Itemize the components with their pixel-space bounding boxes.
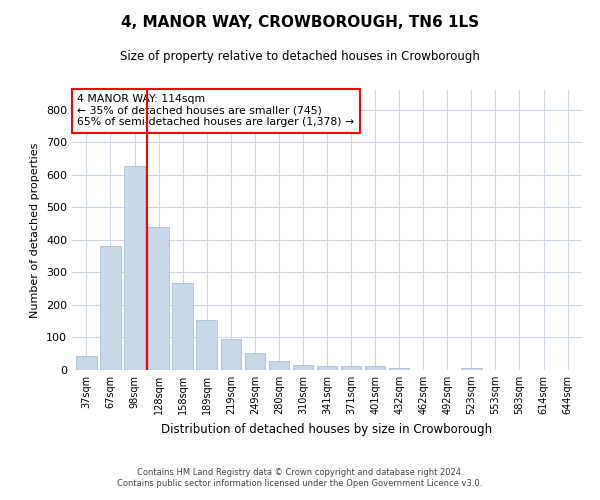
- Bar: [365, 366, 385, 370]
- Bar: [389, 368, 409, 370]
- Bar: [341, 366, 361, 370]
- Bar: [245, 353, 265, 370]
- Text: 4 MANOR WAY: 114sqm
← 35% of detached houses are smaller (745)
65% of semi-detac: 4 MANOR WAY: 114sqm ← 35% of detached ho…: [77, 94, 354, 128]
- X-axis label: Distribution of detached houses by size in Crowborough: Distribution of detached houses by size …: [161, 422, 493, 436]
- Bar: [221, 339, 241, 370]
- Bar: [293, 365, 313, 370]
- Bar: [124, 166, 145, 370]
- Text: Size of property relative to detached houses in Crowborough: Size of property relative to detached ho…: [120, 50, 480, 63]
- Bar: [461, 368, 482, 370]
- Y-axis label: Number of detached properties: Number of detached properties: [31, 142, 40, 318]
- Bar: [317, 366, 337, 370]
- Text: 4, MANOR WAY, CROWBOROUGH, TN6 1LS: 4, MANOR WAY, CROWBOROUGH, TN6 1LS: [121, 15, 479, 30]
- Bar: [172, 282, 193, 370]
- Text: Contains HM Land Registry data © Crown copyright and database right 2024.
Contai: Contains HM Land Registry data © Crown c…: [118, 468, 482, 487]
- Bar: [76, 356, 97, 370]
- Bar: [100, 246, 121, 370]
- Bar: [148, 228, 169, 370]
- Bar: [269, 361, 289, 370]
- Bar: [196, 320, 217, 370]
